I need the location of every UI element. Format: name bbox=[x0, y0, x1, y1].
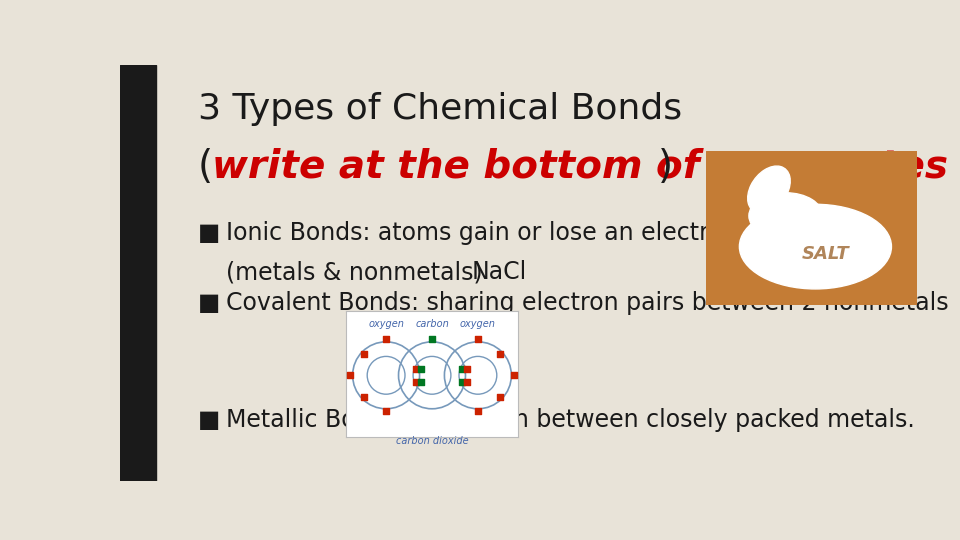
Text: (metals & nonmetals): (metals & nonmetals) bbox=[227, 260, 483, 284]
Text: 3 Types of Chemical Bonds: 3 Types of Chemical Bonds bbox=[198, 92, 683, 126]
Ellipse shape bbox=[748, 166, 790, 213]
Text: ■: ■ bbox=[198, 292, 221, 315]
Point bbox=[357, 349, 372, 358]
Point bbox=[342, 371, 357, 380]
Point bbox=[507, 371, 522, 380]
Point bbox=[470, 407, 486, 416]
Text: Metallic Bonds: attraction between closely packed metals.: Metallic Bonds: attraction between close… bbox=[227, 408, 915, 432]
Text: ■: ■ bbox=[198, 221, 221, 245]
Text: ): ) bbox=[658, 148, 673, 186]
Text: (: ( bbox=[198, 148, 213, 186]
Point bbox=[378, 335, 394, 343]
Text: oxygen: oxygen bbox=[369, 319, 404, 329]
Text: carbon: carbon bbox=[415, 319, 449, 329]
Point bbox=[378, 407, 394, 416]
Ellipse shape bbox=[749, 193, 823, 239]
Point bbox=[357, 393, 372, 401]
Point bbox=[409, 364, 424, 373]
Point bbox=[455, 364, 470, 373]
Point bbox=[492, 393, 507, 401]
Point bbox=[460, 364, 475, 373]
Text: write at the bottom of your notes: write at the bottom of your notes bbox=[211, 148, 948, 186]
Point bbox=[460, 377, 475, 386]
Text: carbon dioxide: carbon dioxide bbox=[396, 436, 468, 446]
Text: SALT: SALT bbox=[803, 245, 850, 264]
Point bbox=[414, 364, 429, 373]
Text: Covalent Bonds: sharing electron pairs between 2 nonmetals: Covalent Bonds: sharing electron pairs b… bbox=[227, 292, 949, 315]
Ellipse shape bbox=[739, 204, 892, 289]
Point bbox=[455, 377, 470, 386]
Text: NaCl: NaCl bbox=[472, 260, 527, 284]
Point bbox=[424, 335, 440, 343]
Point bbox=[414, 377, 429, 386]
Bar bbox=[120, 65, 156, 481]
Text: ■: ■ bbox=[198, 408, 221, 432]
Text: Ionic Bonds: atoms gain or lose an electron and form ions: Ionic Bonds: atoms gain or lose an elect… bbox=[227, 221, 908, 245]
Point bbox=[470, 335, 486, 343]
Point bbox=[409, 377, 424, 386]
Text: oxygen: oxygen bbox=[460, 319, 495, 329]
Point bbox=[492, 349, 507, 358]
